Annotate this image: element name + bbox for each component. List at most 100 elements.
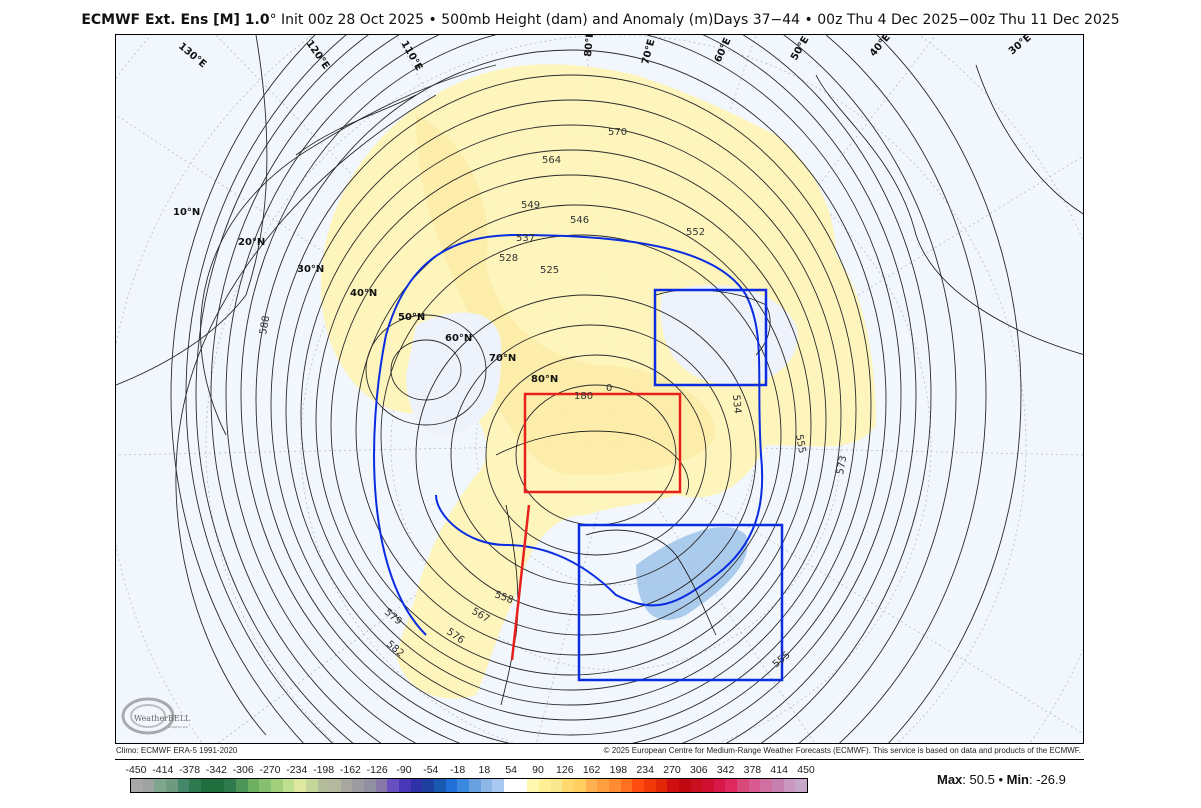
contour-label: 549 (521, 200, 540, 211)
west-coast-ridge-line (510, 504, 531, 661)
colorbar-swatch (608, 779, 621, 792)
colorbar-swatch (142, 779, 155, 792)
colorbar-swatch (410, 779, 423, 792)
colorbar-swatch (212, 779, 225, 792)
colorbar-swatch (422, 779, 435, 792)
negative-anomaly-shading (406, 285, 798, 620)
title-separator: • (424, 12, 442, 28)
colorbar-swatch (131, 779, 143, 792)
colorbar-swatch (364, 779, 376, 792)
logo-subtext: Analytics LLC (168, 725, 188, 729)
colorbar-tick: -18 (450, 764, 466, 776)
colorbar-swatch (375, 779, 388, 792)
lon-label: 30°E (1007, 35, 1034, 57)
colorbar-swatch (387, 779, 400, 792)
colorbar-swatch (247, 779, 260, 792)
colorbar-tick-labels: -450 -414 -378 -342 -306 -270 -234 -198 -162 -126… (116, 764, 822, 778)
colorbar-swatch (305, 779, 318, 792)
colorbar-swatch (480, 779, 493, 792)
contour-label: 573 (835, 455, 849, 476)
colorbar-tick: 126 (556, 764, 574, 776)
colorbar-swatch (445, 779, 458, 792)
chart-title: ECMWF Ext. Ens [M] 1.0° Init 00z 28 Oct … (0, 12, 1201, 28)
title-degree: ° (269, 12, 277, 28)
lon-label: 60°E (713, 36, 734, 64)
colorbar-tick: 414 (770, 764, 788, 776)
climo-note: Climo: ECMWF ERA-5 1991-2020 (116, 746, 238, 755)
colorbar-swatch (329, 779, 341, 792)
colorbar-swatch (597, 779, 609, 792)
colorbar-swatch (725, 779, 738, 792)
colorbar-swatch (760, 779, 773, 792)
title-valid: 00z Thu 4 Dec 2025−00z Thu 11 Dec 2025 (817, 12, 1120, 28)
max-label: Max (937, 772, 963, 787)
colorbar-tick: -234 (286, 764, 308, 776)
colorbar-swatch (515, 779, 528, 792)
colorbar-swatch (632, 779, 644, 792)
contour-label: 579 (382, 607, 404, 628)
colorbar-swatch (713, 779, 726, 792)
colorbar-swatch (235, 779, 248, 792)
colorbar-tick: 450 (797, 764, 815, 776)
title-init: Init 00z 28 Oct 2025 (276, 12, 425, 28)
stats-separator: • (994, 772, 1007, 787)
colorbar-swatch (457, 779, 470, 792)
lat-label: 70°N (489, 353, 516, 364)
contour-label: 180 (574, 391, 593, 402)
colorbar-tick: 270 (663, 764, 681, 776)
colorbar-tick: 306 (690, 764, 708, 776)
highlighted-contour (373, 233, 764, 636)
contour-label: 564 (542, 155, 561, 166)
lat-label: 10°N (173, 207, 200, 218)
colorbar-swatch (772, 779, 784, 792)
eastern-north-america-box (577, 523, 784, 682)
colorbar-tick: -54 (423, 764, 439, 776)
title-model: ECMWF Ext. Ens [M] 1.0 (81, 12, 270, 28)
contour-label: 525 (540, 265, 559, 276)
colorbar-swatch (737, 779, 749, 792)
title-field: 500mb Height (dam) and Anomaly (m) (441, 12, 714, 28)
lat-label: 40°N (350, 288, 377, 299)
logo-text: WeatherBELL (134, 714, 191, 723)
colorbar-swatch (643, 779, 656, 792)
max-min-stats: Max: 50.5 • Min: -26.9 (937, 772, 1066, 787)
colorbar-swatch (492, 779, 504, 792)
contour-label: 537 (516, 233, 535, 244)
colorbar-swatch (434, 779, 446, 792)
colorbar-tick: -306 (232, 764, 254, 776)
colorbar-swatch (399, 779, 411, 792)
colorbar-swatch (538, 779, 551, 792)
min-label: Min (1006, 772, 1029, 787)
colorbar-tick: 18 (478, 764, 491, 776)
colorbar-tick: 90 (532, 764, 544, 776)
max-value: : 50.5 (962, 772, 995, 787)
colorbar-tick: -270 (259, 764, 281, 776)
footer-divider (115, 759, 1084, 760)
colorbar-swatch (469, 779, 481, 792)
positive-anomaly-shading (320, 64, 876, 699)
lon-label: 70°E (640, 38, 657, 66)
colorbar-tick: -342 (205, 764, 227, 776)
colorbar-tick: 162 (582, 764, 601, 776)
contour-label: 570 (608, 127, 627, 138)
height-contours (116, 35, 1022, 743)
contour-label: 588 (258, 315, 272, 336)
colorbar-tick: -378 (179, 764, 201, 776)
colorbar-swatch (795, 779, 808, 792)
polar-stereographic-map: 570 564 549 546 537 528 525 552 588 579 … (116, 35, 1083, 743)
colorbar-tick: -450 (125, 764, 147, 776)
colorbar-swatch (655, 779, 668, 792)
colorbar-tick: -198 (313, 764, 335, 776)
coastlines (295, 64, 1083, 706)
greenland-box (653, 288, 768, 387)
contour-label: 546 (570, 215, 589, 226)
colorbar-tick: -90 (396, 764, 412, 776)
lat-label: 20°N (238, 237, 265, 248)
contour-label: 534 (730, 394, 743, 414)
colorbar-swatch (154, 779, 166, 792)
colorbar-swatch (585, 779, 598, 792)
lat-label: 60°N (445, 333, 472, 344)
colorbar-swatch (702, 779, 714, 792)
logo-swirl-icon: WeatherBELL Analytics LLC (121, 697, 191, 735)
colorbar-swatch (270, 779, 283, 792)
